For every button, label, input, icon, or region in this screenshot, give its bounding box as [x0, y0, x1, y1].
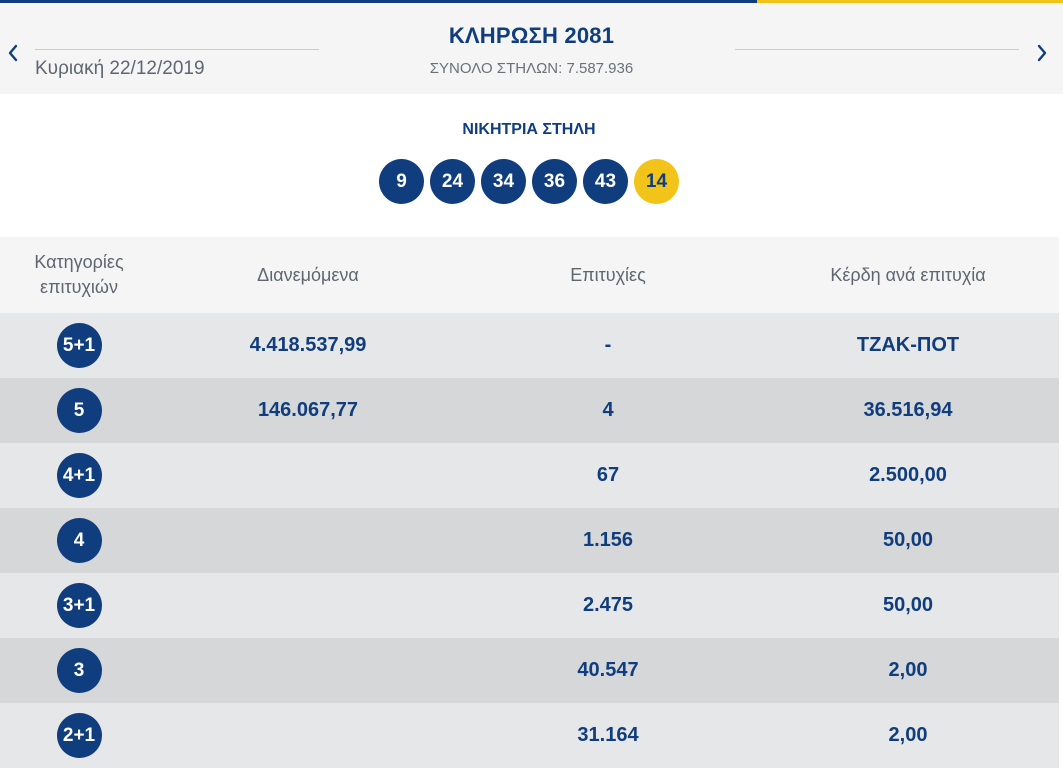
winning-number-ball: 24 [430, 159, 475, 204]
winners-cell: 40.547 [577, 659, 639, 681]
category-cell: 3+1 [0, 573, 158, 638]
category-badge: 3 [56, 648, 102, 693]
winners-cell: 67 [596, 464, 620, 486]
distributed-cell [158, 573, 458, 638]
distributed-cell [158, 638, 458, 703]
category-badge: 3+1 [56, 583, 102, 628]
category-cell: 2+1 [0, 703, 158, 768]
table-row: 3 40.547 2,00 [0, 638, 1059, 703]
prize-cell: 50,00 [882, 594, 934, 616]
distributed-cell: 4.418.537,99 [249, 334, 367, 356]
draw-header: Κυριακή 22/12/2019 ΚΛΗΡΩΣΗ 2081 ΣΥΝΟΛΟ Σ… [0, 3, 1063, 94]
category-badge: 4 [56, 518, 102, 563]
category-badge: 2+1 [56, 713, 102, 758]
winners-cell: - [604, 334, 612, 356]
winning-number-ball: 34 [481, 159, 526, 204]
header-distributed: Διανεμόμενα [257, 264, 359, 285]
draw-date: Κυριακή 22/12/2019 [35, 58, 205, 79]
top-accent-bar [0, 0, 1063, 3]
previous-draw-button[interactable] [4, 41, 22, 65]
category-badge: 5 [56, 388, 102, 433]
category-badge: 4+1 [56, 453, 102, 498]
header-divider-left [35, 49, 319, 50]
prize-cell: ΤΖΑΚ-ΠΟΤ [856, 334, 960, 356]
category-cell: 4+1 [0, 443, 158, 508]
category-cell: 5+1 [0, 313, 158, 378]
winners-cell: 2.475 [582, 594, 634, 616]
prize-cell: 36.516,94 [863, 399, 953, 421]
winning-numbers: 9 24 34 36 43 14 [379, 159, 679, 204]
table-row: 5 146.067,77 4 36.516,94 [0, 378, 1059, 443]
distributed-cell [158, 703, 458, 768]
category-badge: 5+1 [56, 323, 102, 368]
joker-number-ball: 14 [634, 159, 679, 204]
prize-cell: 2,00 [888, 659, 928, 681]
draw-total-columns: ΣΥΝΟΛΟ ΣΤΗΛΩΝ: 7.587.936 [429, 60, 634, 77]
distributed-cell: 146.067,77 [257, 399, 359, 421]
winners-cell: 1.156 [582, 529, 634, 551]
prize-cell: 2,00 [888, 724, 928, 746]
chevron-left-icon [8, 44, 18, 62]
winners-cell: 31.164 [577, 724, 639, 746]
table-header: Κατηγορίες επιτυχιών Διανεμόμενα Επιτυχί… [0, 237, 1059, 313]
prize-table: Κατηγορίες επιτυχιών Διανεμόμενα Επιτυχί… [0, 237, 1059, 768]
winning-column-title: ΝΙΚΗΤΡΙΑ ΣΤΗΛΗ [462, 121, 596, 138]
winning-number-ball: 9 [379, 159, 424, 204]
table-row: 2+1 31.164 2,00 [0, 703, 1059, 768]
distributed-cell [158, 443, 458, 508]
chevron-right-icon [1037, 44, 1047, 62]
top-accent-yellow [757, 0, 1063, 3]
prize-cell: 2.500,00 [869, 464, 947, 486]
draw-title: ΚΛΗΡΩΣΗ 2081 [448, 23, 615, 48]
table-row: 4+1 67 2.500,00 [0, 443, 1059, 508]
header-category: Κατηγορίες επιτυχιών [34, 252, 124, 297]
table-row: 4 1.156 50,00 [0, 508, 1059, 573]
category-cell: 5 [0, 378, 158, 443]
table-row: 5+1 4.418.537,99 - ΤΖΑΚ-ΠΟΤ [0, 313, 1059, 378]
category-cell: 3 [0, 638, 158, 703]
prize-cell: 50,00 [882, 529, 934, 551]
table-row: 3+1 2.475 50,00 [0, 573, 1059, 638]
header-winners: Επιτυχίες [570, 264, 646, 285]
next-draw-button[interactable] [1033, 41, 1051, 65]
category-cell: 4 [0, 508, 158, 573]
winning-number-ball: 43 [583, 159, 628, 204]
winners-cell: 4 [602, 399, 614, 421]
distributed-cell [158, 508, 458, 573]
header-divider-right [735, 49, 1019, 50]
winning-number-ball: 36 [532, 159, 577, 204]
header-prize: Κέρδη ανά επιτυχία [830, 264, 986, 285]
